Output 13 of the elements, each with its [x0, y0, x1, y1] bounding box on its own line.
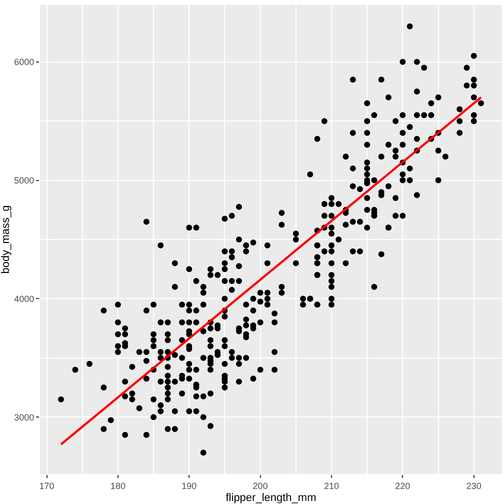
x-tick-label: 200: [252, 480, 268, 491]
x-tick-label: 210: [324, 480, 340, 491]
y-tick-label: 6000: [14, 57, 34, 67]
x-tick-label: 230: [466, 480, 482, 491]
y-tick-label: 3000: [14, 412, 34, 422]
x-tick-label: 220: [395, 480, 410, 491]
y-tick-label: 4000: [14, 294, 34, 304]
x-tick-label: 170: [39, 480, 54, 491]
x-tick-label: 190: [182, 480, 197, 491]
x-axis-title: flipper_length_mm: [226, 492, 316, 504]
y-tick-label: 5000: [14, 175, 34, 186]
x-tick-label: 180: [110, 480, 126, 491]
y-axis-title: body_mass_g: [0, 205, 12, 274]
